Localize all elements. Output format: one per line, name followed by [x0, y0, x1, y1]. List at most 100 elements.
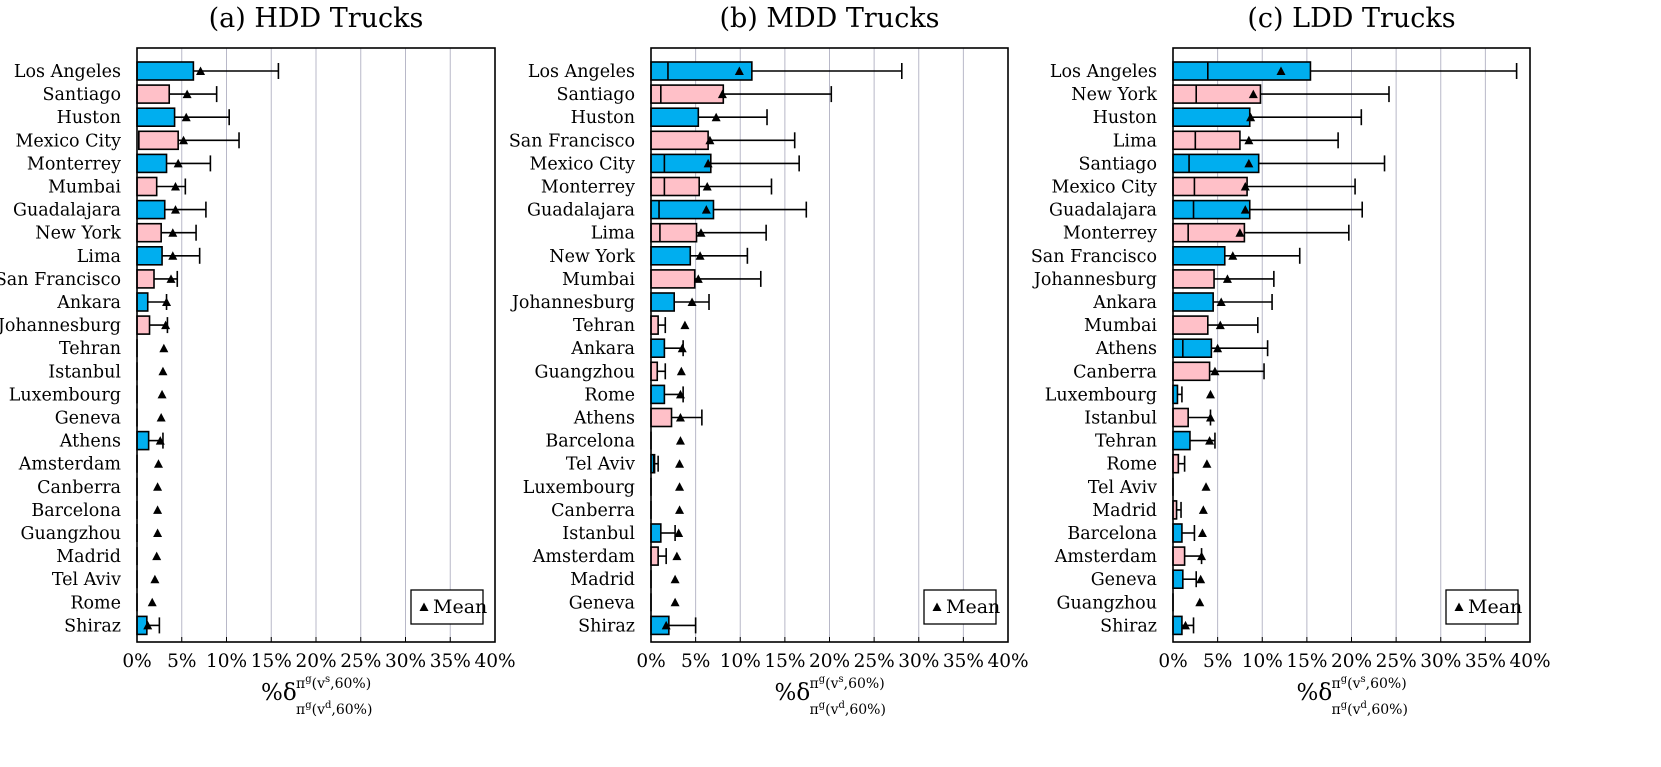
category-label: Johannesburg	[510, 293, 635, 313]
category-label: New York	[1071, 85, 1157, 105]
category-label: Barcelona	[31, 501, 121, 521]
mean-marker	[1240, 182, 1250, 191]
category-label: Tehran	[59, 339, 121, 359]
box-bar	[136, 107, 176, 127]
x-tick-label: 40%	[1509, 651, 1550, 672]
mean-marker	[703, 158, 713, 168]
mean-marker	[1198, 505, 1208, 514]
x-tick-label: 0%	[636, 651, 665, 672]
category-label: Luxembourg	[9, 385, 121, 405]
mean-marker	[168, 251, 178, 260]
box-bar	[1172, 523, 1183, 543]
x-axis-label: %δ	[775, 680, 811, 706]
category-label: Huston	[57, 108, 121, 128]
box-bar	[650, 246, 692, 266]
x-tick-label: 20%	[809, 651, 850, 672]
box-bar	[136, 153, 168, 174]
category-label: Tehran	[573, 316, 635, 336]
x-tick-label: 5%	[1203, 651, 1232, 672]
mean-marker	[153, 482, 163, 491]
box-bar	[1172, 130, 1241, 151]
category-label: Guangzhou	[535, 362, 635, 382]
mean-marker	[162, 297, 172, 306]
mean-marker	[702, 182, 712, 191]
x-axis-label-subscript: πg(vd,60%)	[810, 700, 886, 718]
x-tick-label: 0%	[1158, 651, 1187, 672]
category-label: Tel Aviv	[566, 455, 635, 475]
box-bar	[650, 546, 659, 566]
box-bar	[650, 61, 753, 81]
chart-title: (b) MDD Trucks	[719, 3, 939, 34]
mean-marker	[696, 228, 706, 237]
category-label: Lima	[591, 224, 635, 244]
mean-marker	[693, 274, 703, 283]
box-bar	[1172, 407, 1189, 428]
mean-marker	[181, 112, 191, 122]
mean-marker	[1205, 413, 1215, 422]
box-bar	[136, 61, 195, 81]
mean-marker	[674, 528, 684, 537]
category-label: Mexico City	[529, 154, 635, 174]
category-label: Madrid	[570, 570, 635, 590]
category-label: Canberra	[37, 478, 121, 498]
category-label: Geneva	[55, 409, 121, 429]
box-bar	[1172, 338, 1213, 359]
mean-marker	[156, 413, 166, 422]
category-label: Guadalajara	[527, 201, 635, 221]
legend-box	[923, 589, 997, 625]
category-label: Los Angeles	[14, 62, 121, 82]
x-tick-label: 25%	[1376, 651, 1417, 672]
panel-ldd: (c) LDD Trucks Los Angeles New York Huston L…	[1031, 3, 1551, 718]
legend-label: Mean	[1468, 596, 1522, 618]
category-label: Tel Aviv	[52, 570, 121, 590]
box-bar	[136, 246, 163, 266]
category-label: Geneva	[569, 593, 635, 613]
category-label: Amsterdam	[1054, 547, 1158, 567]
category-label: Canberra	[1073, 362, 1157, 382]
category-label: Amsterdam	[532, 547, 636, 567]
x-tick-label: 30%	[1420, 651, 1461, 672]
box-bar	[650, 361, 659, 382]
x-tick-label: 20%	[1331, 651, 1372, 672]
category-label: Guangzhou	[1057, 593, 1157, 613]
mean-marker	[1216, 297, 1226, 306]
category-label: Shiraz	[64, 616, 121, 636]
x-tick-label: 25%	[340, 651, 381, 672]
mean-marker	[1213, 343, 1223, 353]
category-label: Huston	[1093, 108, 1157, 128]
box-bar	[1172, 61, 1312, 81]
category-label: Mumbai	[562, 270, 635, 290]
mean-marker	[1235, 228, 1245, 237]
box-bar	[136, 315, 151, 335]
mean-marker	[734, 66, 744, 75]
mean-marker	[159, 343, 169, 353]
box-bar	[136, 292, 149, 312]
category-label: Guangzhou	[21, 524, 121, 544]
box-bar	[1172, 199, 1251, 220]
x-axis-label-superscript: πg(vs,60%)	[296, 674, 371, 692]
category-label: Los Angeles	[528, 62, 635, 82]
box-bar	[650, 153, 712, 174]
category-label: San Francisco	[0, 270, 121, 290]
mean-marker	[170, 205, 180, 214]
mean-marker	[675, 436, 685, 445]
mean-marker	[153, 505, 163, 514]
legend-mean-marker	[419, 602, 429, 611]
mean-marker	[670, 574, 680, 584]
box-bar	[650, 292, 676, 312]
category-label: Monterrey	[1063, 224, 1157, 244]
mean-marker	[705, 135, 715, 145]
category-label: Ankara	[56, 293, 121, 313]
category-label: San Francisco	[509, 131, 635, 151]
category-label: Barcelona	[1067, 524, 1157, 544]
mean-marker	[1222, 274, 1232, 283]
box-bar	[650, 523, 662, 543]
category-label: Istanbul	[48, 362, 121, 382]
mean-marker	[166, 274, 176, 283]
mean-marker	[196, 66, 206, 75]
mean-marker	[675, 389, 685, 399]
category-label: Ankara	[1092, 293, 1157, 313]
box-bar	[1172, 430, 1191, 451]
legend-mean-marker	[932, 602, 942, 611]
mean-marker	[173, 158, 183, 168]
